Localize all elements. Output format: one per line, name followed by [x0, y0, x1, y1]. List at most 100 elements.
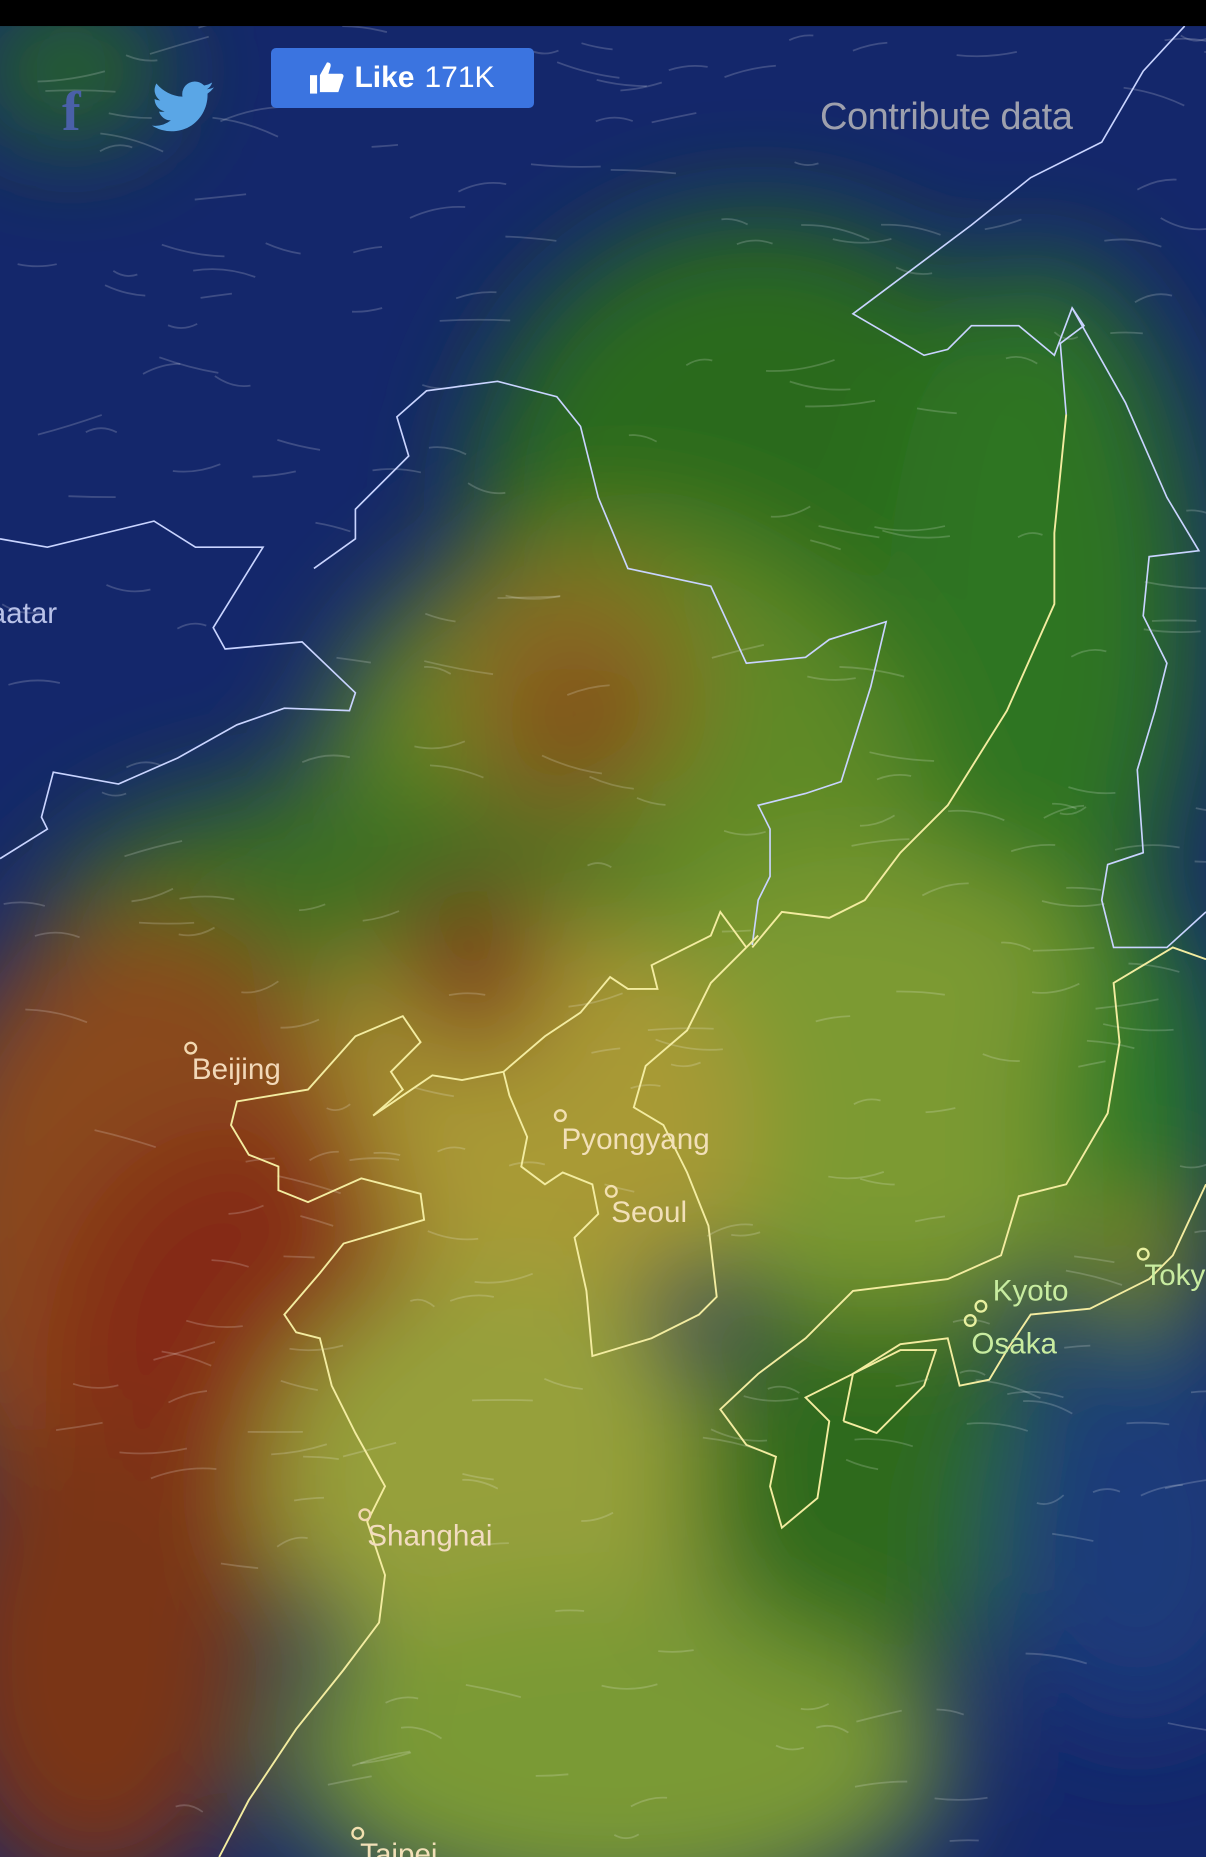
wind-streak [1078, 1060, 1106, 1068]
wind-streak [655, 1038, 723, 1051]
wind-streak [1126, 1421, 1170, 1426]
facebook-icon[interactable]: f [62, 81, 81, 143]
like-label: Like [354, 61, 415, 94]
city-tokyo[interactable]: Tokyo [1136, 1247, 1206, 1292]
wind-streak [85, 427, 118, 434]
wind-streak [303, 1455, 339, 1460]
city-taipei[interactable]: Taipei [351, 1826, 438, 1857]
wind-streak [427, 1230, 479, 1241]
wind-streak [982, 1053, 1020, 1062]
wind-streak [327, 1775, 372, 1786]
city-label: Shanghai [367, 1520, 492, 1553]
wind-streak [956, 51, 1018, 58]
city-beijing[interactable]: Beijing [184, 1041, 281, 1086]
wind-streak [628, 434, 658, 443]
wind-streak [1065, 1269, 1123, 1286]
wind-streak [535, 1773, 569, 1777]
wind-streak [241, 980, 279, 994]
wind-streak [591, 1047, 621, 1054]
thumbs-up-icon [310, 62, 344, 94]
wind-streak [508, 1161, 546, 1167]
wind-streak [178, 926, 215, 937]
wind-streak [428, 446, 467, 456]
wind-streak [149, 35, 209, 55]
wind-streak [948, 809, 1005, 822]
city-seoul[interactable]: Seoul [604, 1184, 687, 1229]
wind-streak [651, 112, 697, 124]
city-ulaanbaatar[interactable]: Ulaanbaatar [0, 597, 57, 630]
wind-streak [895, 266, 933, 275]
wind-streak [131, 887, 174, 903]
wind-streak [1144, 581, 1206, 590]
wind-streak [17, 263, 57, 268]
wind-streak [414, 1086, 454, 1098]
wind-streak [832, 238, 892, 244]
wind-streak [1043, 804, 1085, 819]
like-count: 171K [424, 61, 495, 94]
wind-streak [766, 359, 835, 372]
twitter-icon[interactable] [152, 80, 214, 139]
wind-streak [462, 1478, 499, 1490]
wind-streak [610, 169, 677, 175]
wind-streak [1114, 844, 1180, 851]
wind-streak [670, 1061, 701, 1068]
wind-streak [298, 903, 326, 912]
wind-streak [1074, 1255, 1115, 1264]
wind-streak [658, 1649, 694, 1653]
wind-streak [280, 1379, 318, 1391]
wind-streak [94, 1129, 157, 1149]
wind-streak [172, 463, 221, 473]
wind-streak [630, 1084, 661, 1090]
wind-streak [589, 775, 634, 790]
wind-streak [882, 529, 951, 539]
wind-streak [8, 679, 61, 686]
wind-streak [925, 1107, 956, 1114]
like-button[interactable]: Like 171K [271, 48, 534, 108]
wind-streak [360, 1751, 412, 1765]
wind-streak [601, 1683, 658, 1690]
wind-streak [1031, 982, 1080, 994]
city-osaka[interactable]: Osaka [963, 1313, 1058, 1361]
wind-streak [68, 495, 116, 499]
wind-streak [807, 675, 856, 681]
wind-streak [212, 116, 279, 138]
wind-streak [859, 814, 896, 827]
wind-streak [342, 1441, 397, 1458]
wind-streak [801, 224, 870, 241]
wind-streak [770, 505, 811, 518]
wind-streak [810, 539, 842, 551]
wind-streak [839, 666, 905, 678]
wind-streak [252, 470, 296, 478]
wind-streak [271, 1443, 328, 1456]
wind-streak [220, 1562, 259, 1569]
city-shanghai[interactable]: Shanghai [358, 1508, 493, 1553]
wind-streak [449, 1294, 494, 1302]
city-label: Osaka [971, 1328, 1057, 1361]
wind-streak [1136, 178, 1177, 191]
wind-streak [211, 1259, 249, 1268]
contribute-data-link[interactable]: Contribute data [820, 96, 1073, 138]
wind-streak [150, 1467, 217, 1480]
wind-streak [167, 323, 198, 329]
wind-streak [613, 1833, 640, 1840]
wind-streak [1005, 356, 1038, 365]
wind-streak [294, 1496, 324, 1502]
wind-streak [476, 1542, 509, 1548]
wind-streak [568, 992, 623, 1008]
city-kyoto[interactable]: Kyoto [974, 1274, 1069, 1313]
wind-streak [385, 1696, 419, 1704]
wind-streak [99, 144, 133, 153]
wind-streak [915, 1215, 946, 1223]
wind-streak [936, 1708, 965, 1716]
wind-streak [424, 612, 456, 623]
wind-streak [505, 594, 561, 600]
wind-streak [566, 684, 610, 696]
wind-streak [1134, 293, 1173, 304]
wind-streak [1001, 941, 1031, 951]
wind-streak [921, 882, 969, 897]
wind-streak [854, 1780, 908, 1788]
wind-streak [1010, 843, 1056, 853]
wind-streak [1110, 331, 1143, 335]
city-pyongyang[interactable]: Pyongyang [553, 1109, 710, 1156]
